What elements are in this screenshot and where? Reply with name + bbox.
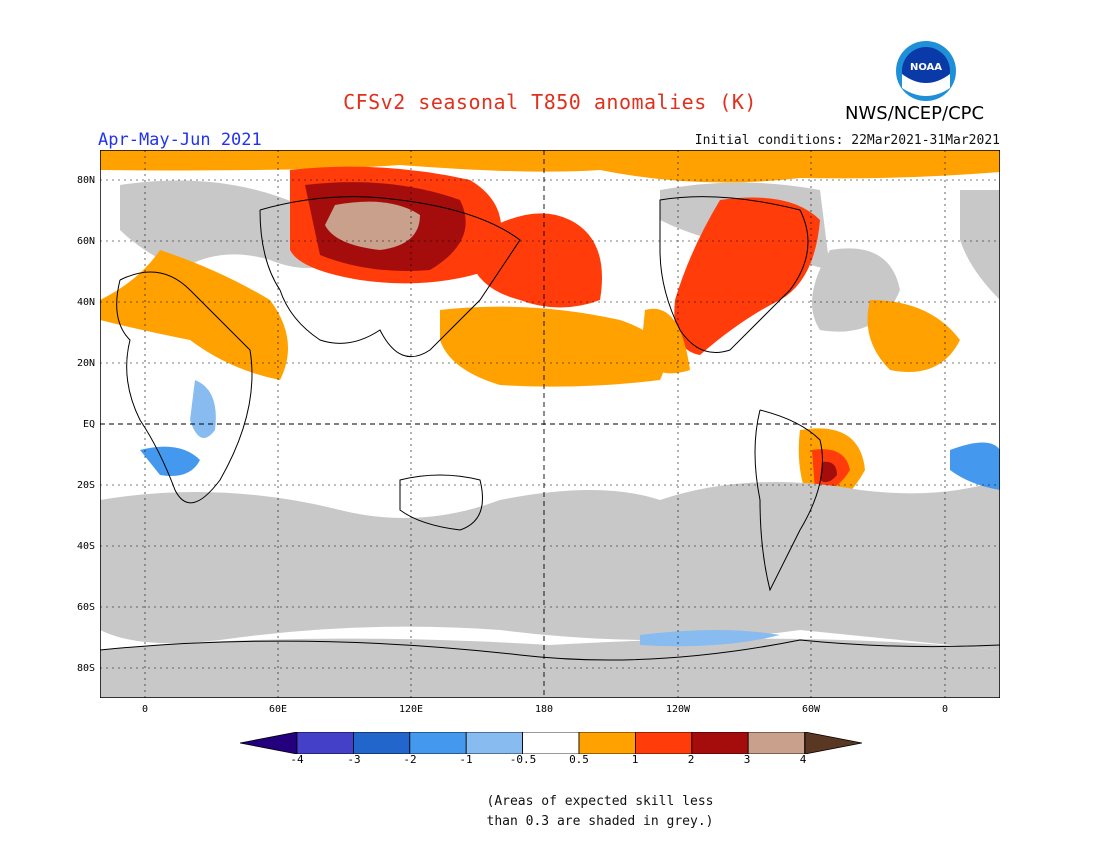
agency-label: NWS/NCEP/CPC [845,103,985,124]
initial-conditions: Initial conditions: 22Mar2021-31Mar2021 [694,133,1000,148]
colorbar-arrow-left [240,732,298,754]
colorbar-segment [634,732,693,754]
colorbar-label: 4 [799,753,807,766]
colorbar-segment [747,732,806,754]
anomaly-region-arctic [100,150,1000,183]
lat-label: 40N [76,297,95,308]
colorbar-label: 0.5 [569,753,589,766]
colorbar-segment [522,732,580,754]
anomaly-region-atlantic-east [867,300,960,372]
colorbar-label: 3 [743,753,751,766]
colorbar-segment [296,732,354,754]
anomaly-region-northamerica-1to2 [674,197,820,355]
colorbar-segment [691,732,749,754]
anomaly-region-northamerica-orange [640,308,690,374]
lat-label: 60N [76,236,95,247]
lon-label: 0 [141,704,149,715]
lon-label: 180 [534,704,554,715]
colorbar-arrow-right [804,732,862,754]
colorbar-segment [578,732,636,754]
colorbar-label: -0.5 [509,753,537,766]
colorbar-label: -1 [459,753,473,766]
lon-label: 0 [941,704,949,715]
lon-label: 60W [801,704,821,715]
colorbar-segment [353,732,411,754]
anomaly-region-africa-cold-light [190,380,216,438]
lat-label: 60S [76,602,95,613]
anomaly-region-southamerica-darkred [820,461,837,483]
colorbar-segments [296,732,806,754]
colorbar-segment [465,732,523,754]
forecast-period: Apr-May-Jun 2021 [98,130,262,150]
colorbar-label: 2 [687,753,695,766]
lon-label: 120E [398,704,424,715]
anomaly-region-siberia-3to4 [325,201,420,250]
skill-note: (Areas of expected skill less than 0.3 a… [440,792,760,832]
lat-label: 80N [76,175,95,186]
logo-text: NOAA [910,62,942,73]
skill-note-line2: than 0.3 are shaded in grey.) [486,814,714,829]
anomaly-region-pacific-orange [440,306,665,387]
grey-region-southern-ocean [100,480,1000,650]
anomaly-region-north-pacific [470,213,602,308]
lon-label: 60E [268,704,288,715]
colorbar-label: -3 [347,753,361,766]
lat-label: 20N [76,358,95,369]
colorbar-segment [409,732,467,754]
colorbar [240,732,862,754]
graticule [100,150,1000,698]
anomaly-region-east-cold [950,442,1000,490]
lat-label: EQ [82,419,95,430]
colorbar-label: 1 [631,753,639,766]
skill-note-line1: (Areas of expected skill less [486,794,714,809]
anomaly-region-europe [100,250,288,380]
anomaly-region-africa-cold [140,446,200,476]
colorbar-label: -2 [403,753,417,766]
map-title: CFSv2 seasonal T850 anomalies (K) [343,90,757,114]
grey-region-nw [960,190,1000,300]
noaa-logo-icon: NOAA [896,41,956,101]
lat-label: 80S [76,663,95,674]
anomaly-region-antarctic-cold [640,630,780,647]
lat-label: 40S [76,541,95,552]
lat-label: 20S [76,480,95,491]
colorbar-label: -4 [290,753,304,766]
anomaly-map [100,150,1000,698]
coastlines [100,196,1000,661]
lon-label: 120W [665,704,691,715]
